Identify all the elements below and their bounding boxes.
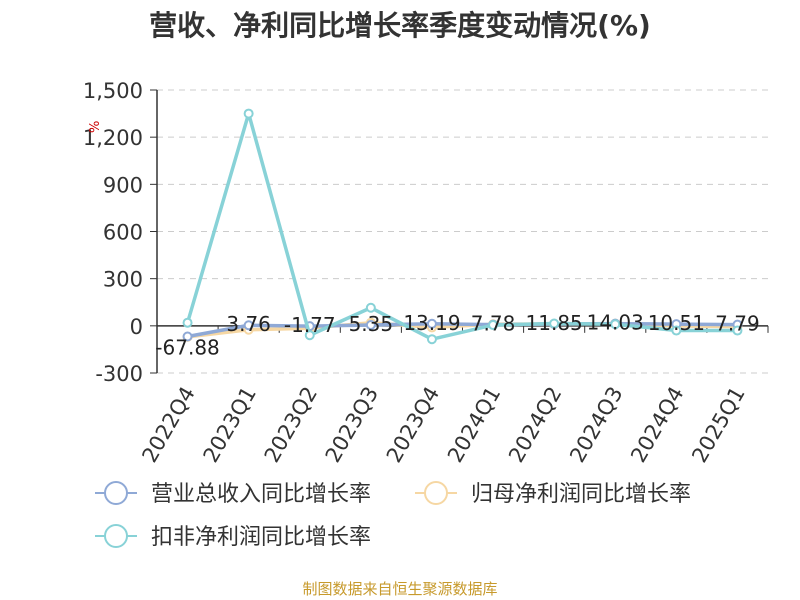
- series-line: [187, 321, 738, 339]
- data-labels: -67.88 3.76 -1.77 5.35 13.19 7.78 11.85 14.03 10…: [155, 311, 759, 360]
- legend-label: 归母净利润同比增长率: [471, 482, 691, 507]
- x-tick-label: 2025Q1: [687, 383, 749, 467]
- data-point: [365, 319, 376, 330]
- grid-lines: [157, 89, 768, 374]
- x-tick-label: 2022Q4: [137, 383, 199, 467]
- data-label: 5.35: [349, 312, 394, 336]
- x-tick-label: 2023Q2: [260, 383, 322, 467]
- data-point: [549, 318, 560, 329]
- y-tick-label: 900: [103, 173, 143, 197]
- data-label: 7.78: [471, 312, 516, 336]
- y-tick-label: 1,200: [83, 126, 143, 150]
- series-group: [182, 108, 743, 345]
- chart-title: 营收、净利同比增长率季度变动情况(%): [149, 9, 651, 42]
- legend-marker: [104, 524, 128, 548]
- data-point: [182, 317, 193, 328]
- data-point: [243, 108, 254, 119]
- x-tick-label: 2023Q4: [382, 383, 444, 467]
- x-tick-label: 2023Q3: [321, 383, 383, 467]
- data-label: 7.79: [715, 312, 760, 336]
- y-tick-label: 300: [103, 268, 143, 292]
- y-tick-label: 0: [130, 315, 143, 339]
- data-label: 3.76: [226, 312, 271, 336]
- data-label: 10.51: [648, 311, 705, 335]
- series-line: [185, 111, 738, 341]
- data-point: [426, 334, 437, 345]
- data-point: [488, 320, 499, 331]
- x-tick-label: 2023Q1: [199, 383, 261, 467]
- data-point: [732, 325, 743, 336]
- data-label: 11.85: [526, 311, 583, 335]
- x-tick-label: 2024Q1: [443, 383, 505, 467]
- y-tick-label: 1,500: [83, 79, 143, 103]
- y-tick-label: 600: [103, 221, 143, 245]
- source-note: 制图数据来自恒生聚源数据库: [302, 580, 498, 598]
- data-label: -67.88: [155, 336, 219, 360]
- data-label: 13.19: [403, 311, 460, 335]
- data-label: 14.03: [587, 311, 644, 335]
- data-point: [304, 330, 315, 341]
- data-point: [182, 331, 193, 342]
- data-point: [671, 325, 682, 336]
- x-tick-label: 2024Q4: [626, 383, 688, 467]
- legend-label: 扣非净利润同比增长率: [151, 525, 371, 550]
- x-tick-label: 2024Q3: [565, 383, 627, 467]
- y-unit-mark: %: [88, 121, 103, 133]
- legend-marker: [104, 481, 128, 505]
- y-tick-label: -300: [95, 362, 143, 386]
- data-label: -1.77: [284, 313, 336, 337]
- data-point: [243, 320, 254, 331]
- legend-marker: [424, 481, 448, 505]
- data-point: [610, 319, 621, 330]
- data-point: [365, 302, 376, 313]
- legend-label: 营业总收入同比增长率: [151, 482, 371, 507]
- x-tick-label: 2024Q2: [504, 383, 566, 467]
- data-point: [426, 318, 437, 329]
